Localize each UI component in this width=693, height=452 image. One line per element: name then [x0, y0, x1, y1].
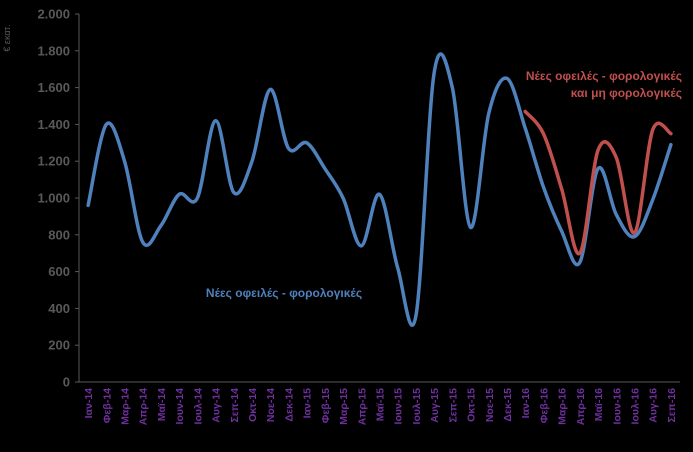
y-tick-label: 1.200 — [37, 154, 70, 169]
y-axis-label: € εκατ. — [2, 24, 12, 51]
y-tick-label: 1.000 — [37, 191, 70, 206]
x-tick-label: Αυγ-14 — [211, 388, 223, 423]
x-tick-label: Φεβ-16 — [538, 388, 550, 423]
series-group — [86, 52, 673, 327]
y-tick-label: 1.600 — [37, 80, 70, 95]
x-tick-label: Σεπ-16 — [666, 388, 678, 423]
x-tick-label: Αυγ-16 — [648, 388, 660, 423]
x-tick-label: Ιουλ-14 — [192, 388, 204, 425]
y-tick-label: 600 — [48, 264, 70, 279]
x-tick-label: Οκτ-15 — [466, 388, 478, 422]
x-tick-label: Ιουν-16 — [611, 388, 623, 425]
x-tick-label: Ιαν-16 — [520, 388, 532, 419]
annotation-red-line2: και μη φορολογικές — [571, 86, 682, 100]
x-tick-label: Σεπ-14 — [229, 388, 241, 423]
x-tick-label: Αυγ-15 — [429, 388, 441, 423]
y-tick-labels: 0 200 400 600 800 1.000 1.200 1.400 1.600 1.800 2.… — [37, 7, 79, 390]
x-tick-label: Μαϊ-16 — [593, 388, 605, 421]
x-tick-label: Απρ-16 — [575, 388, 587, 425]
x-tick-label: Νοε-15 — [484, 388, 496, 422]
x-tick-label: Ιαν-15 — [302, 388, 314, 419]
x-tick-label: Νοε-14 — [265, 388, 277, 422]
x-tick-label: Οκτ-14 — [247, 388, 259, 422]
x-tick-label: Μαϊ-14 — [156, 388, 168, 421]
x-tick-labels: Ιαν-14 Φεβ-14 Μαρ-14 Απρ-14 Μαϊ-14 Ιουν-14 Ιου… — [83, 388, 678, 425]
y-tick-label: 800 — [48, 227, 70, 242]
y-tick-label: 400 — [48, 301, 70, 316]
x-tick-label: Απρ-14 — [138, 388, 150, 425]
x-tick-label: Μαρ-14 — [120, 388, 132, 425]
series-line-tax-and-nontax — [523, 109, 673, 256]
x-tick-label: Ιουλ-16 — [629, 388, 641, 425]
x-tick-label: Σεπ-15 — [447, 388, 459, 423]
y-tick-label: 2.000 — [37, 7, 70, 22]
x-tick-label: Φεβ-15 — [320, 388, 332, 423]
x-tick-label: Μαϊ-15 — [375, 388, 387, 421]
y-tick-label: 0 — [63, 375, 70, 390]
y-tick-label: 1.400 — [37, 117, 70, 132]
series-line-tax — [86, 52, 673, 327]
x-tick-label: Ιουν-14 — [174, 388, 186, 425]
x-tick-label: Απρ-15 — [356, 388, 368, 425]
x-tick-label: Δεκ-14 — [283, 388, 295, 422]
y-tick-label: 1.800 — [37, 43, 70, 58]
x-tick-label: Φεβ-14 — [101, 388, 113, 423]
y-tick-label: 200 — [48, 338, 70, 353]
x-tick-label: Μαρ-15 — [338, 388, 350, 425]
annotation-blue: Νέες οφειλές - φορολογικές — [206, 286, 362, 300]
annotation-red-line1: Νέες οφειλές - φορολογικές — [526, 69, 682, 83]
x-tick-label: Δεκ-15 — [502, 388, 514, 422]
x-tick-label: Ιουλ-15 — [411, 388, 423, 425]
x-tick-label: Ιουν-15 — [393, 388, 405, 425]
x-tick-label: Ιαν-14 — [83, 388, 95, 419]
x-tick-label: Μαρ-16 — [557, 388, 569, 425]
